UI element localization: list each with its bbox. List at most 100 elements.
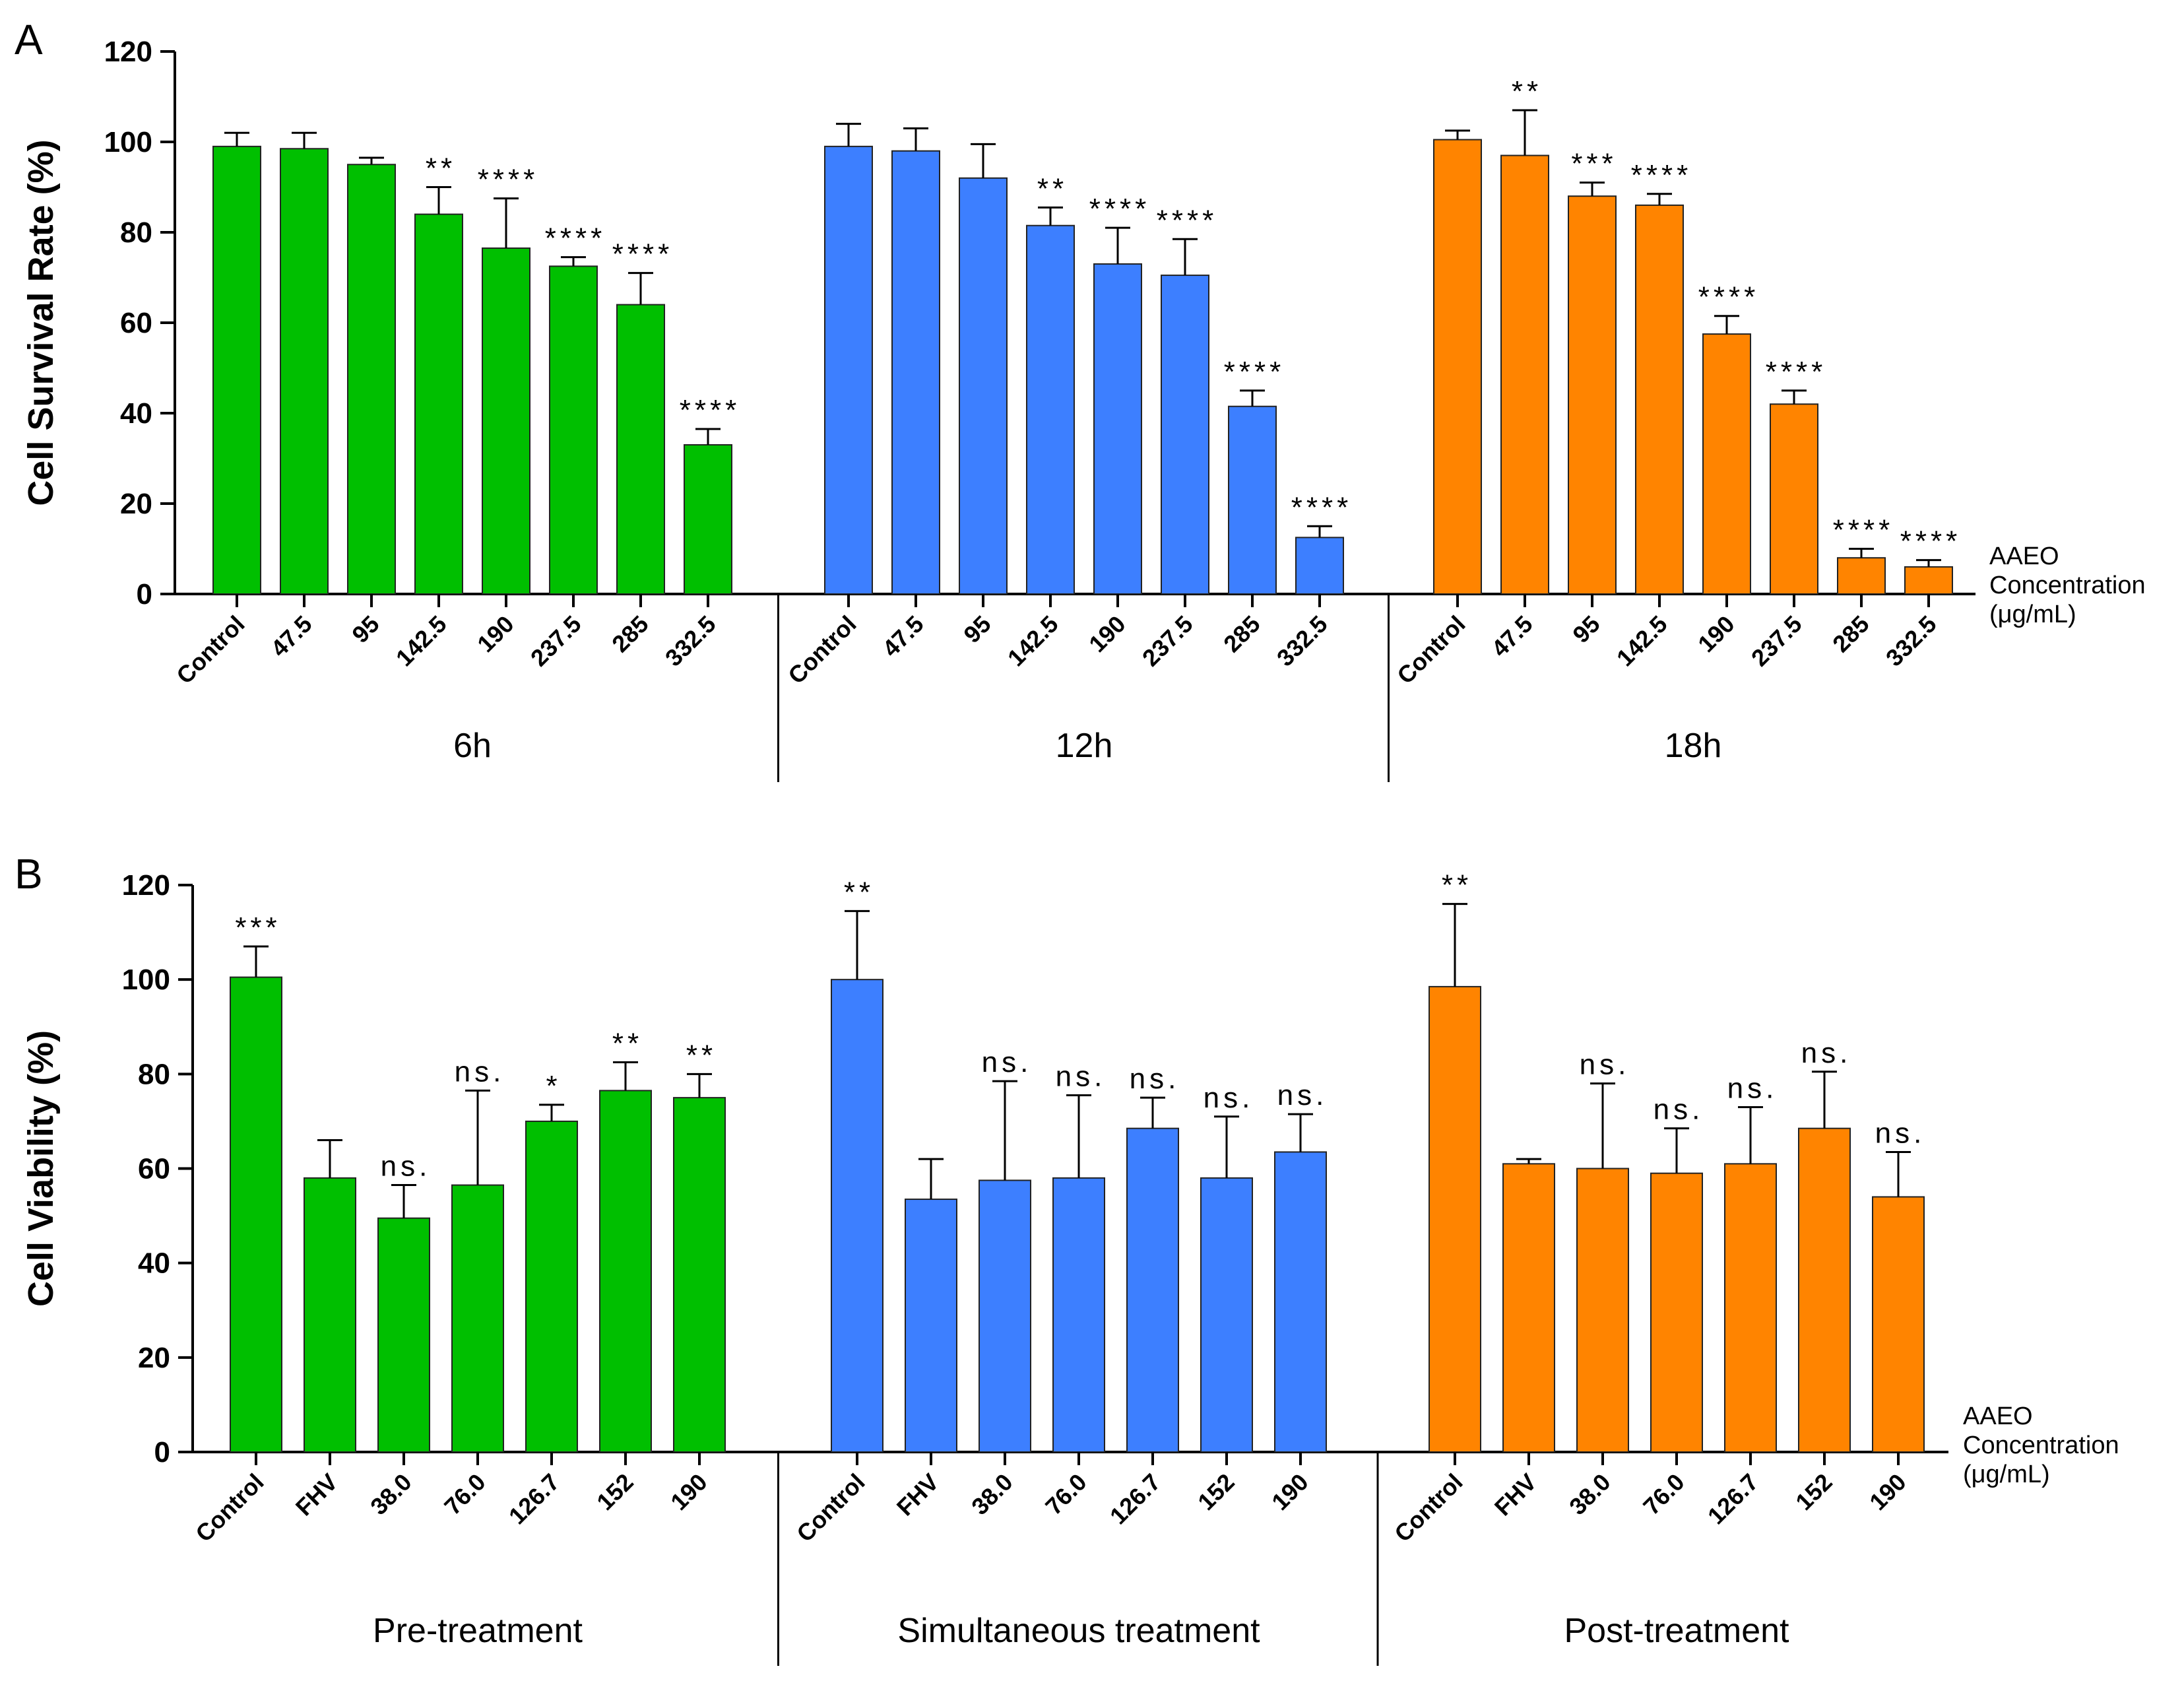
x-tick-label: 126.7 [1105, 1468, 1166, 1530]
x-tick-label: 126.7 [503, 1468, 565, 1530]
x-tick-label: 152 [1790, 1468, 1837, 1515]
bar [280, 148, 329, 595]
x-tick-label: FHV [1489, 1468, 1542, 1521]
group-label: Post-treatment [1564, 1612, 1789, 1650]
bar [1798, 1127, 1851, 1453]
significance-label: ** [1037, 172, 1068, 205]
significance-label: **** [1157, 204, 1218, 236]
bar [1093, 263, 1142, 595]
y-tick-label: 100 [104, 126, 152, 158]
y-axis-title: Cell Survival Rate (%) [21, 139, 61, 506]
significance-label: **** [1631, 159, 1692, 191]
x-tick-label: 332.5 [1271, 610, 1333, 672]
significance-label: *** [1571, 148, 1617, 180]
bar [1429, 985, 1481, 1453]
bar [1904, 566, 1953, 595]
x-tick-label: 190 [472, 610, 519, 657]
concentration-label: Concentration [1989, 572, 2146, 599]
y-tick-label: 120 [104, 36, 152, 68]
x-tick-label: 190 [1266, 1468, 1313, 1515]
significance-label: ** [1442, 869, 1472, 902]
x-tick-label: 142.5 [1611, 610, 1673, 672]
significance-label: ns. [1130, 1063, 1180, 1095]
significance-label: ns. [381, 1150, 432, 1183]
bar [1502, 1163, 1555, 1453]
significance-label: ns. [1875, 1117, 1926, 1149]
bar [347, 164, 396, 595]
significance-label: ns. [455, 1055, 505, 1088]
group-label: 6h [453, 727, 492, 765]
x-tick-label: 95 [958, 610, 996, 648]
x-tick-label: 76.0 [439, 1468, 491, 1521]
bar [1500, 154, 1549, 595]
significance-label: **** [1900, 525, 1962, 558]
y-tick-label: 60 [120, 307, 152, 339]
x-tick-label: 237.5 [1137, 610, 1198, 672]
bar [1052, 1177, 1105, 1453]
group-label: 18h [1665, 727, 1722, 765]
y-tick-label: 40 [120, 397, 152, 430]
bar [1200, 1177, 1253, 1453]
bar [1872, 1196, 1925, 1453]
significance-label: ns. [1277, 1079, 1328, 1111]
x-tick-label: 95 [346, 610, 384, 648]
y-tick-label: 120 [122, 869, 170, 902]
x-tick-label: 47.5 [1486, 610, 1538, 663]
x-tick-label: 190 [1864, 1468, 1911, 1515]
bar [482, 247, 530, 595]
bar [304, 1177, 356, 1453]
bar [377, 1217, 430, 1453]
concentration-label: AAEO [1963, 1402, 2033, 1430]
significance-label: ** [1512, 75, 1542, 108]
x-tick-label: 38.0 [1564, 1468, 1616, 1521]
significance-label: **** [1766, 356, 1827, 388]
y-tick-label: 20 [138, 1342, 170, 1374]
x-tick-label: 332.5 [660, 610, 721, 672]
group-label: 12h [1056, 727, 1113, 765]
bar [599, 1090, 652, 1453]
bar [549, 265, 598, 595]
x-tick-label: 237.5 [1746, 610, 1807, 672]
y-tick-label: 80 [120, 216, 152, 249]
x-tick-label: 95 [1567, 610, 1605, 648]
concentration-label: (μg/mL) [1989, 601, 2076, 628]
bar [959, 177, 1008, 595]
bar [1568, 195, 1617, 595]
bar [1770, 403, 1818, 595]
significance-label: ** [844, 876, 874, 908]
bar [414, 213, 463, 595]
x-tick-label: Control [1392, 610, 1470, 689]
significance-label: **** [1833, 514, 1894, 546]
bar [451, 1184, 504, 1453]
bar [212, 145, 261, 595]
significance-label: ns. [1654, 1094, 1704, 1126]
significance-label: ** [612, 1027, 643, 1059]
significance-label: ** [426, 152, 456, 185]
bar [684, 444, 732, 595]
y-tick-label: 60 [138, 1153, 170, 1185]
x-tick-label: 142.5 [391, 610, 452, 672]
x-tick-label: 152 [1192, 1468, 1239, 1515]
y-tick-label: 0 [137, 578, 152, 610]
bar [525, 1120, 578, 1453]
x-tick-label: Control [171, 610, 249, 689]
bar [1650, 1172, 1703, 1453]
x-tick-label: 47.5 [877, 610, 929, 663]
y-tick-label: 40 [138, 1247, 170, 1280]
x-tick-label: 285 [1827, 610, 1874, 657]
significance-label: ns. [1727, 1072, 1778, 1104]
x-tick-label: 76.0 [1638, 1468, 1690, 1521]
y-tick-label: 100 [122, 964, 170, 996]
bar [905, 1199, 957, 1453]
x-tick-label: 285 [606, 610, 653, 657]
x-tick-label: 190 [1692, 610, 1739, 657]
bar [824, 145, 873, 595]
bar [1228, 405, 1277, 595]
concentration-label: Concentration [1963, 1432, 2119, 1459]
x-tick-label: FHV [891, 1468, 944, 1521]
panel-letter-a: A [15, 16, 43, 63]
significance-label: ns. [1801, 1037, 1852, 1069]
significance-label: **** [1291, 491, 1353, 523]
significance-label: *** [235, 911, 280, 944]
x-tick-label: Control [1389, 1468, 1467, 1547]
